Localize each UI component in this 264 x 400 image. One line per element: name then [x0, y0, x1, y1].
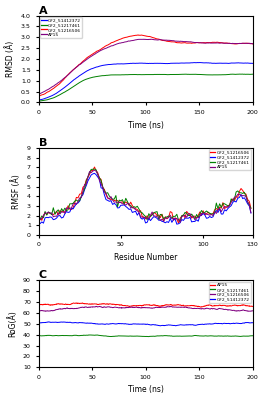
Text: A: A	[39, 6, 47, 16]
Text: C: C	[39, 270, 47, 280]
Text: B: B	[39, 138, 47, 148]
Legend: GF2_51216506, GF2_51412372, GF2_51217461, AP15: GF2_51216506, GF2_51412372, GF2_51217461…	[209, 149, 251, 170]
Legend: GF2_51412372, GF2_51217461, GF2_51216506, AP15: GF2_51412372, GF2_51217461, GF2_51216506…	[40, 17, 82, 38]
Y-axis label: RMSF (Å): RMSF (Å)	[11, 174, 21, 209]
X-axis label: Time (ns): Time (ns)	[128, 386, 163, 394]
X-axis label: Time (ns): Time (ns)	[128, 121, 163, 130]
X-axis label: Residue Number: Residue Number	[114, 253, 177, 262]
Legend: AP15, GF2_51217461, GF2_51216506, GF2_51412372: AP15, GF2_51217461, GF2_51216506, GF2_51…	[209, 282, 251, 303]
Y-axis label: RoG(Å): RoG(Å)	[8, 310, 17, 337]
Y-axis label: RMSD (Å): RMSD (Å)	[6, 41, 15, 77]
